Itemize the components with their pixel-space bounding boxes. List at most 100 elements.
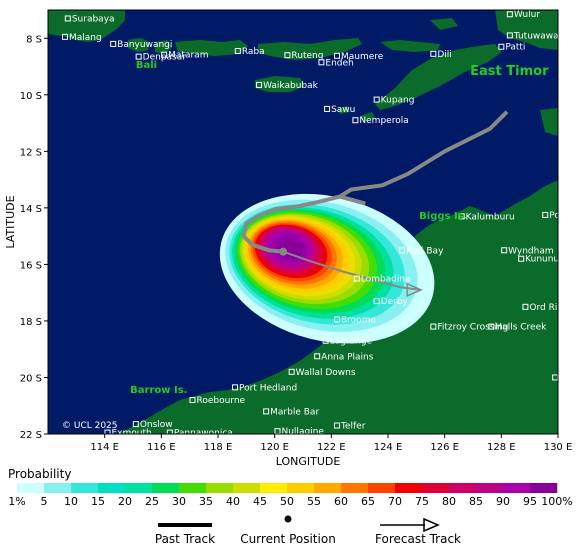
place-marker-lagrange <box>322 337 329 344</box>
legend-forecast-arrow <box>423 517 440 533</box>
colorbar-swatch <box>17 483 45 493</box>
colorbar-swatch <box>71 483 99 493</box>
place-label-derby: Derby <box>381 297 409 307</box>
place-marker-telfer <box>334 422 340 429</box>
colorbar-swatch <box>287 483 315 493</box>
place-marker-malang <box>62 33 68 40</box>
colorbar-label: 30 <box>172 495 186 508</box>
place-marker-ruteng <box>284 52 291 59</box>
place-label-lagrange: Lagrange <box>330 337 373 347</box>
colorbar-label: 5 <box>41 495 48 508</box>
lat-tick-label: 14 S <box>20 204 42 215</box>
past-track-tail <box>339 194 366 206</box>
lat-tick-label: 20 S <box>20 373 42 384</box>
legend-forecast-track-label: Forecast Track <box>375 532 461 546</box>
place-marker-patti <box>498 43 505 50</box>
lon-tick-label: 130 E <box>544 442 573 453</box>
place-marker-exmouth <box>104 429 111 434</box>
colorbar-label: 40 <box>226 495 240 508</box>
place-label-endeh: Endeh <box>325 58 353 68</box>
sumbawa-island <box>175 40 248 56</box>
sumba-island <box>255 76 305 92</box>
place-marker-wulur <box>506 11 513 18</box>
place-marker-wyndham <box>501 247 508 254</box>
place-marker-endeh <box>318 59 325 66</box>
place-label-fitzroy-crossing: Fitzroy Crossing <box>437 323 508 333</box>
place-marker-anna-plains <box>314 353 321 360</box>
current-position-marker <box>279 247 288 256</box>
place-label-surabaya: Surabaya <box>72 14 115 24</box>
lon-tick-label: 116 E <box>147 442 176 453</box>
place-label-wyndham: Wyndham <box>508 246 553 256</box>
lat-tick-label: 22 S <box>20 430 42 441</box>
colorbar-swatch <box>422 483 450 493</box>
melville-island <box>540 108 558 136</box>
lombok-island <box>155 40 172 54</box>
colorbar-swatch <box>233 483 261 493</box>
bali-island <box>128 38 150 52</box>
place-marker-derby <box>373 298 380 305</box>
place-marker-kuri-bay <box>399 247 406 254</box>
legend-past-track: Past Track <box>155 523 215 546</box>
alor-island <box>380 40 440 52</box>
lon-tick-label: 114 E <box>90 442 119 453</box>
colorbar-label: 35 <box>199 495 213 508</box>
place-marker-ord-river <box>522 303 529 310</box>
place-label-exmouth: Exmouth <box>112 429 152 439</box>
place-label-raba: Raba <box>242 47 265 57</box>
colorbar-swatch <box>206 483 234 493</box>
colorbar-swatch <box>44 483 72 493</box>
place-label-dili: Dili <box>437 50 451 60</box>
region-label-biggs-is-: Biggs Is. <box>419 211 467 222</box>
place-label-waikabubak: Waikabubak <box>263 81 319 91</box>
place-label-port-keats: Port Keats <box>549 211 580 221</box>
place-label-ruteng: Ruteng <box>291 51 323 61</box>
place-marker-broome <box>334 316 340 323</box>
past-track-line <box>241 110 509 254</box>
region-label-melv: Melv <box>561 132 580 143</box>
region-labels: Bali Biggs Is. Barrow Is. Melv East Timor <box>130 60 580 396</box>
place-marker-mataram <box>161 51 168 58</box>
place-label-sawu: Sawu <box>331 105 355 115</box>
place-label-port-hedland: Port Hedland <box>239 383 297 393</box>
colorbar-label: 90 <box>496 495 510 508</box>
place-label-mataram: Mataram <box>168 51 208 61</box>
forecast-arrow-head <box>406 282 424 297</box>
place-label-kupang: Kupang <box>381 96 415 106</box>
colorbar-swatch <box>179 483 207 493</box>
colorbar-label: 70 <box>388 495 402 508</box>
region-label-east-timor: East Timor <box>470 64 549 79</box>
place-marker-kalumburu <box>458 213 465 220</box>
place-marker-lombadina <box>353 275 360 282</box>
colorbar-label: 15 <box>91 495 105 508</box>
colorbar-swatch <box>449 483 477 493</box>
colorbar-label: 55 <box>307 495 321 508</box>
legend-current-position: Current Position <box>240 515 336 546</box>
colorbar-swatch <box>260 483 288 493</box>
place-label-wallal-downs: Wallal Downs <box>296 368 356 378</box>
place-label-nullagine: Nullagine <box>282 427 325 437</box>
colorbar-label: 100% <box>541 495 572 508</box>
colorbar-swatch <box>476 483 504 493</box>
place-marker-onslow <box>132 421 139 428</box>
place-marker-marble-bar <box>263 408 270 415</box>
colorbar-label: 80 <box>442 495 456 508</box>
place-label-kuri-bay: Kuri Bay <box>406 246 444 256</box>
place-label-patti: Patti <box>505 43 525 53</box>
colorbar-label: 60 <box>334 495 348 508</box>
place-marker-raba <box>234 47 241 54</box>
place-label-marble-bar: Marble Bar <box>270 407 319 417</box>
colorbar-swatch <box>314 483 342 493</box>
lat-tick-label: 16 S <box>20 260 42 271</box>
place-label-wulur: Wulur <box>514 10 540 20</box>
colorbar-label: 50 <box>280 495 294 508</box>
colorbar-swatch <box>368 483 396 493</box>
map-border <box>47 9 559 435</box>
place-marker-halls-creek <box>488 323 495 330</box>
lon-tick-label: 124 E <box>374 442 403 453</box>
lon-tick-label: 128 E <box>487 442 516 453</box>
colorbar-label: 20 <box>118 495 132 508</box>
savu-island <box>338 106 350 114</box>
